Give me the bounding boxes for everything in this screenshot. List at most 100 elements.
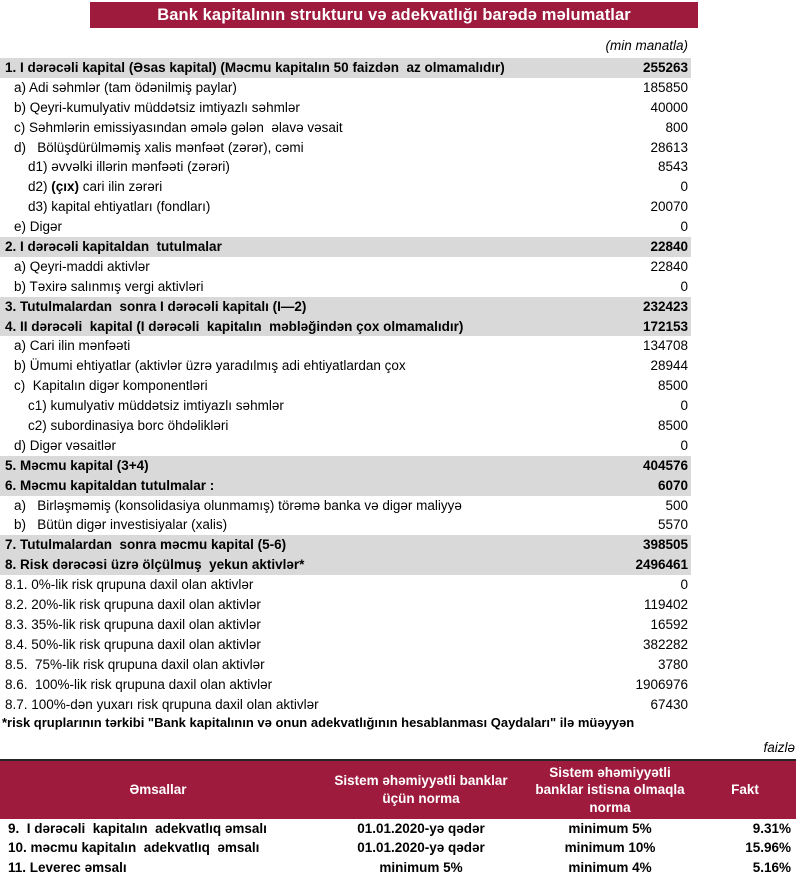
table-row: d2) (çıx) cari ilin zərəri 0 — [0, 177, 691, 197]
ratio-cell: 5.16% — [752, 859, 791, 875]
row-value: 5570 — [657, 517, 688, 533]
table-row: d1) əvvəlki illərin mənfəəti (zərəri) 854… — [0, 157, 691, 177]
header-cell-nonsystemic-norm: Sistem əhəmiyyətli banklar istisna olmaq… — [535, 764, 685, 815]
row-value: 500 — [665, 497, 688, 513]
table-row: b) Təxirə salınmış vergi aktivləri 0 — [0, 277, 691, 297]
row-label: 8. Risk dərəcəsi üzrə ölçülmuş yekun akt… — [5, 557, 305, 573]
row-label: 6. Məcmu kapitaldan tutulmalar : — [5, 477, 215, 493]
table-row: e) Digər 0 — [0, 217, 691, 237]
percent-note: faizlə — [763, 740, 795, 755]
ratio-cell: minimum 5% — [379, 859, 463, 875]
row-value: 22840 — [650, 239, 688, 255]
row-value: 16592 — [650, 616, 688, 632]
table-row: d) Digər vəsaitlər 0 — [0, 436, 691, 456]
table-row: c1) kumulyativ müddətsiz imtiyazlı səhml… — [0, 396, 691, 416]
table-row: 8.2. 20%-lik risk qrupuna daxil olan akt… — [0, 595, 691, 615]
table-row: 7. Tutulmalardan sonra məcmu kapital (5-… — [0, 535, 691, 556]
row-label: e) Digər — [14, 219, 63, 235]
table-row: b) Qeyri-kumulyativ müddətsiz imtiyazlı … — [0, 98, 691, 118]
table-row: 8.6. 100%-lik risk qrupuna daxil olan ak… — [0, 675, 691, 695]
table-row: 1. I dərəcəli kapital (Əsas kapital) (Mə… — [0, 58, 691, 78]
header-cell-systemic-norm: Sistem əhəmiyyətli banklar üçün norma — [334, 773, 508, 806]
row-label: 1. I dərəcəli kapital (Əsas kapital) (Mə… — [5, 60, 505, 75]
row-value: 6070 — [657, 477, 688, 493]
table-row: 8.3. 35%-lik risk qrupuna daxil olan akt… — [0, 615, 691, 635]
ratio-table-header: Əmsallar Sistem əhəmiyyətli banklar üçün… — [0, 761, 796, 819]
row-label: b) Bütün digər investisiyalar (xalis) — [14, 517, 228, 533]
table-row: b) Bütün digər investisiyalar (xalis) 557… — [0, 515, 691, 535]
header-cell-coefficients: Əmsallar — [129, 782, 187, 798]
row-value: 0 — [680, 437, 688, 453]
ratio-table: Əmsallar Sistem əhəmiyyətli banklar üçün… — [0, 759, 796, 877]
row-label: 8.7. 100%-dən yuxarı risk qrupuna daxil … — [5, 696, 319, 712]
report-title-bar: Bank kapitalının strukturu və adekvatlığ… — [90, 2, 698, 28]
ratio-cell: minimum 10% — [564, 840, 656, 856]
row-label: a) Cari ilin mənfəəti — [14, 338, 131, 354]
ratio-row: 11. Leverec əmsalı minimum 5% minimum 4% 5.… — [0, 858, 796, 877]
row-label: a) Qeyri-maddi aktivlər — [14, 258, 150, 274]
table-row: c) Kapitalın digər komponentləri 8500 — [0, 376, 691, 396]
row-label: d) Bölüşdürülməmiş xalis mənfəət (zərər)… — [14, 139, 304, 155]
table-row: d3) kapital ehtiyatları (fondları) 20070 — [0, 197, 691, 217]
row-value: 255263 — [642, 60, 688, 75]
table-row: a) Birləşməmiş (konsolidasiya olunmamış)… — [0, 496, 691, 516]
table-row: c2) subordinasiya borc öhdəlikləri 8500 — [0, 416, 691, 436]
row-value: 232423 — [642, 298, 688, 314]
table-row: 3. Tutulmalardan sonra I dərəcəli kapita… — [0, 296, 691, 317]
row-label: 3. Tutulmalardan sonra I dərəcəli kapita… — [5, 298, 307, 314]
row-value: 3780 — [657, 656, 688, 672]
row-value: 22840 — [650, 258, 688, 274]
row-label: c) Kapitalın digər komponentləri — [14, 378, 208, 394]
ratio-table-body: 9. I dərəcəli kapitalın adekvatlıq əmsal… — [0, 819, 796, 877]
row-label: b) Ümumi ehtiyatlar (aktivlər üzrə yarad… — [14, 358, 406, 374]
row-label: 8.6. 100%-lik risk qrupuna daxil olan ak… — [5, 676, 273, 692]
table-row: a) Cari ilin mənfəəti 134708 — [0, 336, 691, 356]
table-row: c) Səhmlərin emissiyasından əmələ gələn … — [0, 118, 691, 138]
table-row: a) Adi səhmlər (tam ödənilmiş paylar) 185… — [0, 78, 691, 98]
row-label: b) Qeyri-kumulyativ müddətsiz imtiyazlı … — [14, 99, 300, 115]
table-row: 8.1. 0%-lik risk qrupuna daxil olan akti… — [0, 575, 691, 595]
row-label: d2) (çıx) cari ilin zərəri — [28, 179, 163, 195]
ratio-cell: minimum 5% — [568, 821, 652, 836]
ratio-cell: 9.31% — [752, 821, 791, 836]
row-value: 0 — [680, 398, 688, 414]
row-value: 800 — [665, 119, 688, 135]
table-row: 4. II dərəcəli kapital (I dərəcəli kapit… — [0, 316, 691, 337]
row-value: 2496461 — [635, 557, 688, 573]
row-value: 8500 — [657, 378, 688, 394]
row-value: 20070 — [650, 199, 688, 215]
ratio-cell: 01.01.2020-yə qədər — [357, 840, 485, 856]
ratio-cell: 01.01.2020-yə qədər — [357, 821, 485, 836]
row-value: 119402 — [643, 597, 688, 613]
row-label: 8.1. 0%-lik risk qrupuna daxil olan akti… — [5, 577, 254, 593]
table-row: b) Ümumi ehtiyatlar (aktivlər üzrə yarad… — [0, 356, 691, 376]
row-label: c1) kumulyativ müddətsiz imtiyazlı səhml… — [28, 398, 284, 414]
ratio-cell: 15.96% — [745, 840, 791, 856]
row-label: 5. Məcmu kapital (3+4) — [5, 457, 149, 473]
row-label: 8.2. 20%-lik risk qrupuna daxil olan akt… — [5, 597, 261, 613]
row-value: 1906976 — [635, 676, 688, 692]
row-value: 172153 — [642, 318, 688, 334]
row-value: 0 — [680, 577, 688, 593]
ratio-cell: 11. Leverec əmsalı — [8, 859, 127, 875]
table-row: 8.4. 50%-lik risk qrupuna daxil olan akt… — [0, 635, 691, 655]
row-value: 0 — [680, 179, 688, 195]
ratio-cell: 10. məcmu kapitalın adekvatlıq əmsalı — [8, 840, 260, 856]
report-title: Bank kapitalının strukturu və adekvatlığ… — [157, 5, 631, 24]
ratio-row: 10. məcmu kapitalın adekvatlıq əmsalı 01.… — [0, 838, 796, 857]
table-row: 6. Məcmu kapitaldan tutulmalar : 6070 — [0, 475, 691, 496]
row-value: 404576 — [642, 457, 688, 473]
row-label: c2) subordinasiya borc öhdəlikləri — [28, 418, 229, 434]
row-value: 185850 — [642, 79, 688, 95]
table-row: 8.5. 75%-lik risk qrupuna daxil olan akt… — [0, 655, 691, 675]
row-label: 2. I dərəcəli kapitaldan tutulmalar — [5, 239, 222, 255]
unit-note: (min manatla) — [605, 38, 688, 53]
row-value: 8543 — [657, 159, 688, 175]
row-label: b) Təxirə salınmış vergi aktivləri — [14, 278, 204, 294]
row-label: 8.3. 35%-lik risk qrupuna daxil olan akt… — [5, 616, 261, 632]
row-label: d3) kapital ehtiyatları (fondları) — [28, 199, 211, 215]
row-value: 8500 — [657, 418, 688, 434]
row-label: d) Digər vəsaitlər — [14, 437, 117, 453]
row-value: 0 — [680, 278, 688, 294]
